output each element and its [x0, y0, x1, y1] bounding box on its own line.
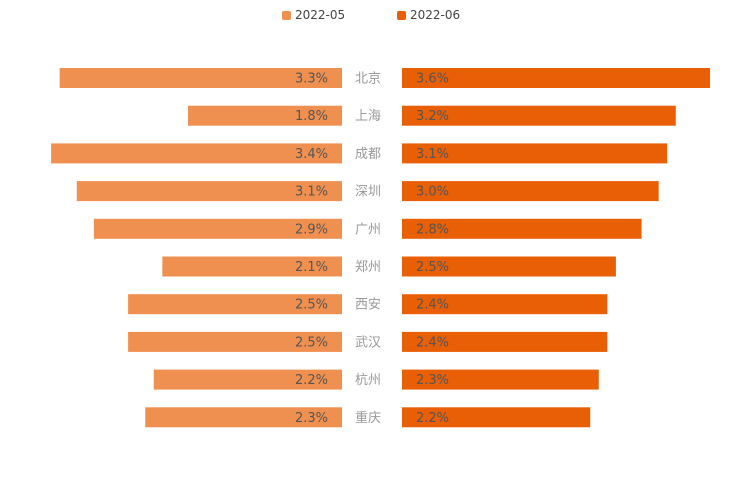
value-label-2022-05-9: 2.3% [295, 411, 328, 426]
bar-2022-05-0[interactable] [59, 68, 343, 88]
value-label-2022-05-8: 2.2% [295, 373, 328, 388]
legend-label: 2022-06 [410, 8, 461, 22]
value-label-2022-05-6: 2.5% [295, 298, 328, 313]
value-label-2022-06-4: 2.8% [416, 222, 449, 237]
value-label-2022-05-7: 2.5% [295, 335, 328, 350]
value-label-2022-05-1: 1.8% [295, 109, 328, 124]
bar-2022-06-7[interactable] [402, 331, 608, 352]
value-label-2022-06-8: 2.3% [416, 373, 449, 388]
bar-2022-05-2[interactable] [51, 143, 342, 164]
value-label-2022-06-3: 3.0% [416, 185, 449, 200]
bar-2022-06-8[interactable] [402, 369, 599, 390]
legend-item-2022-06[interactable]: 2022-06 [397, 6, 460, 24]
value-label-2022-06-9: 2.2% [416, 411, 449, 426]
value-label-2022-05-2: 3.4% [295, 147, 328, 162]
category-label-9: 重庆 [355, 410, 381, 426]
value-label-2022-06-7: 2.4% [416, 335, 449, 350]
legend: 2022-05 2022-06 [0, 6, 744, 24]
bar-2022-05-8[interactable] [153, 369, 342, 390]
bar-2022-05-1[interactable] [188, 105, 342, 126]
value-label-2022-05-0: 3.3% [295, 72, 328, 87]
category-label-5: 郑州 [355, 260, 381, 275]
bar-2022-06-9[interactable] [402, 407, 591, 428]
value-label-2022-06-2: 3.1% [416, 147, 449, 162]
bar-2022-05-5[interactable] [162, 256, 342, 277]
category-label-3: 深圳 [355, 185, 381, 200]
bar-2022-05-3[interactable] [76, 181, 343, 202]
bar-2022-06-2[interactable] [402, 143, 668, 164]
category-label-0: 北京 [355, 72, 381, 87]
bar-2022-06-4[interactable] [402, 218, 642, 239]
bar-2022-06-6[interactable] [402, 294, 608, 315]
bar-2022-06-5[interactable] [402, 256, 616, 277]
bar-2022-06-1[interactable] [402, 105, 676, 126]
value-label-2022-06-1: 3.2% [416, 109, 449, 124]
value-label-2022-05-4: 2.9% [295, 222, 328, 237]
category-label-7: 武汉 [355, 335, 381, 350]
bar-2022-05-9[interactable] [145, 407, 342, 428]
category-label-8: 杭州 [355, 373, 381, 388]
legend-item-2022-05[interactable]: 2022-05 [282, 6, 345, 24]
category-label-2: 成都 [355, 147, 381, 162]
legend-label: 2022-05 [295, 8, 346, 22]
value-label-2022-05-3: 3.1% [295, 185, 328, 200]
bar-2022-05-4[interactable] [93, 218, 342, 239]
category-label-1: 上海 [355, 109, 381, 124]
bar-2022-06-0[interactable] [402, 68, 710, 88]
bar-2022-05-7[interactable] [128, 331, 342, 352]
value-label-2022-06-0: 3.6% [416, 72, 449, 87]
category-label-4: 广州 [355, 222, 381, 237]
value-label-2022-06-6: 2.4% [416, 298, 449, 313]
value-label-2022-05-5: 2.1% [295, 260, 328, 275]
bar-2022-05-6[interactable] [128, 294, 342, 315]
bar-2022-06-3[interactable] [402, 181, 659, 202]
category-label-6: 西安 [355, 298, 381, 313]
legend-swatch-icon [397, 10, 406, 20]
legend-swatch-icon [282, 10, 291, 20]
value-label-2022-06-5: 2.5% [416, 260, 449, 275]
